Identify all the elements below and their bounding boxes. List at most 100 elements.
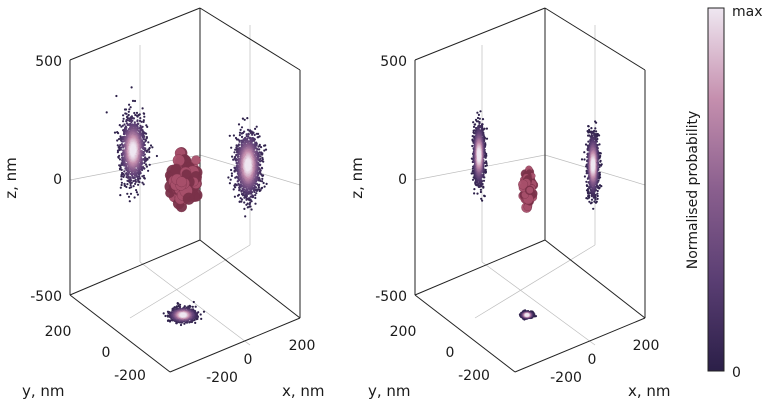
density-point <box>137 129 140 132</box>
density-point <box>476 192 479 195</box>
density-point <box>485 137 489 140</box>
density-point <box>253 184 256 187</box>
density-point <box>105 111 108 114</box>
density-point <box>237 193 241 196</box>
density-point <box>260 146 263 149</box>
density-point <box>234 155 237 159</box>
density-point <box>119 186 122 189</box>
density-point <box>237 144 240 147</box>
density-point <box>118 158 122 161</box>
density-point <box>479 110 482 113</box>
density-point <box>145 137 148 140</box>
density-point <box>151 146 154 149</box>
density-point <box>116 151 119 154</box>
density-point <box>133 111 136 115</box>
density-point <box>480 197 483 200</box>
density-point <box>179 323 183 327</box>
density-point <box>129 192 133 195</box>
density-point <box>265 182 268 185</box>
density-point <box>202 310 206 313</box>
density-point <box>128 108 131 111</box>
density-point <box>130 186 133 189</box>
density-point <box>125 112 128 115</box>
left-panel-box <box>69 7 301 373</box>
density-point <box>136 193 139 196</box>
density-point <box>255 125 258 128</box>
left-z-tick-top: 500 <box>35 54 62 70</box>
density-point <box>263 149 266 152</box>
density-point <box>233 151 236 154</box>
density-point <box>141 107 144 110</box>
density-point <box>126 192 129 195</box>
density-point <box>127 168 130 171</box>
left-z-tick-mid: 0 <box>53 172 62 188</box>
density-point <box>227 176 230 179</box>
density-point <box>254 194 257 197</box>
density-point <box>228 182 231 185</box>
density-point <box>146 125 149 128</box>
density-point <box>251 133 254 136</box>
density-point <box>191 305 194 308</box>
density-point <box>228 134 231 137</box>
density-point <box>120 143 123 146</box>
density-point <box>125 126 128 129</box>
density-point <box>247 135 250 138</box>
left-panel-isosurface <box>164 147 203 213</box>
density-point <box>119 144 122 147</box>
density-point <box>246 117 249 120</box>
left-y-tick-0: 0 <box>102 345 111 361</box>
density-point <box>141 181 144 184</box>
density-point <box>249 195 252 198</box>
density-point <box>240 126 244 129</box>
density-point <box>478 117 481 120</box>
density-point <box>139 161 142 164</box>
density-point <box>254 196 257 200</box>
density-point <box>148 150 151 154</box>
density-point <box>240 135 244 139</box>
density-point <box>256 136 259 139</box>
left-x-axis-label: x, nm <box>282 382 325 400</box>
density-point <box>132 127 136 130</box>
density-point <box>250 208 253 211</box>
density-point <box>128 103 131 106</box>
density-point <box>149 144 153 147</box>
density-point <box>484 142 487 145</box>
density-point <box>117 132 120 135</box>
density-point <box>230 146 233 149</box>
density-point <box>471 144 474 148</box>
density-point <box>148 156 151 159</box>
density-point <box>238 140 241 143</box>
density-point <box>116 139 119 142</box>
density-point <box>254 202 257 205</box>
density-point <box>113 131 117 134</box>
density-point <box>120 183 123 187</box>
density-point <box>142 183 145 186</box>
density-point <box>482 185 485 188</box>
density-point <box>136 120 139 123</box>
density-point <box>261 156 264 159</box>
density-point <box>234 186 237 189</box>
density-point <box>485 127 488 130</box>
density-point <box>230 174 233 177</box>
density-point <box>254 141 257 144</box>
density-point <box>239 197 242 200</box>
density-point <box>251 194 254 197</box>
density-point <box>194 305 197 308</box>
density-point <box>134 178 137 181</box>
density-point <box>138 132 141 135</box>
density-point <box>128 200 131 203</box>
density-point <box>123 170 126 173</box>
density-point <box>130 181 133 184</box>
density-point <box>259 155 262 158</box>
density-point <box>260 166 263 169</box>
density-point <box>137 183 140 186</box>
density-point <box>255 192 258 195</box>
density-point <box>118 124 121 127</box>
left-x-tick-0: 0 <box>244 352 253 368</box>
density-point <box>135 191 138 194</box>
density-point <box>126 119 129 122</box>
density-point <box>261 177 264 180</box>
density-point <box>134 182 137 185</box>
density-point <box>189 320 192 324</box>
